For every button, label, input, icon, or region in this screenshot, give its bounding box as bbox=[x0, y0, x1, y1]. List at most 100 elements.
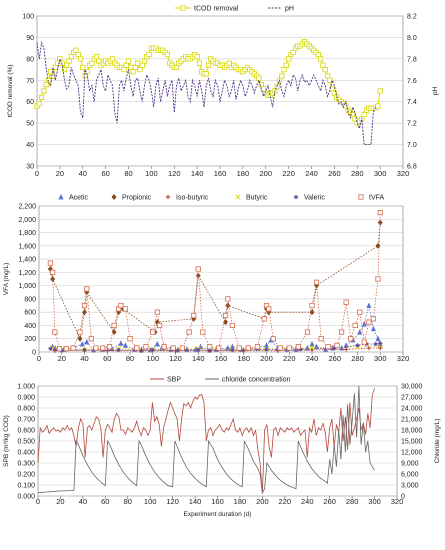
data-point bbox=[318, 56, 324, 62]
x-tick-label: 140 bbox=[189, 497, 202, 506]
y-tick-label: 40 bbox=[26, 142, 34, 149]
y-right-tick-label: 27,000 bbox=[401, 395, 423, 402]
y-tick-label: 60 bbox=[26, 99, 34, 106]
y-tick-label: 90 bbox=[26, 35, 34, 42]
data-point bbox=[154, 340, 160, 347]
x-tick-label: 60 bbox=[101, 497, 109, 506]
x-tick-label: 280 bbox=[346, 497, 359, 506]
data-point bbox=[121, 66, 127, 73]
x-tick-label: 300 bbox=[374, 354, 387, 363]
data-point bbox=[143, 344, 149, 350]
data-point bbox=[130, 69, 136, 75]
data-point bbox=[125, 58, 132, 64]
data-point bbox=[118, 340, 124, 346]
y-tick-label: 0.300 bbox=[17, 461, 35, 468]
x-tick-label: 280 bbox=[351, 354, 364, 363]
y-axis-title: VFA (mg/L) bbox=[3, 263, 10, 296]
x-tick-label: 40 bbox=[79, 497, 87, 506]
data-point bbox=[132, 64, 138, 71]
data-point bbox=[161, 344, 167, 350]
y-right-tick-label: 0 bbox=[401, 494, 405, 501]
legend-label: Acetic bbox=[69, 195, 89, 202]
y-tick-label: 50 bbox=[26, 121, 34, 128]
data-point bbox=[200, 329, 206, 335]
data-point bbox=[216, 345, 222, 351]
y-tick-label: 1,600 bbox=[18, 243, 36, 250]
y-right-tick-label: 7.0 bbox=[407, 142, 417, 149]
y-tick-label: 0.600 bbox=[17, 428, 35, 435]
data-point bbox=[84, 338, 90, 345]
legend-label: pH bbox=[285, 6, 294, 13]
x-tick-label: 220 bbox=[283, 354, 296, 363]
x-tick-label: 320 bbox=[397, 169, 410, 178]
y-tick-label: 200 bbox=[24, 336, 36, 343]
x-tick-label: 160 bbox=[215, 354, 228, 363]
x-tick-label: 100 bbox=[146, 354, 159, 363]
legend-marker bbox=[111, 193, 117, 201]
x-tick-label: 140 bbox=[191, 169, 204, 178]
data-point bbox=[241, 348, 246, 353]
data-point bbox=[361, 339, 367, 345]
x-tick-label: 100 bbox=[144, 497, 157, 506]
data-point bbox=[377, 88, 383, 94]
y-right-axis-title: Chloride (mg/L) bbox=[434, 419, 441, 464]
x-tick-label: 60 bbox=[101, 169, 109, 178]
x-tick-label: 180 bbox=[237, 354, 250, 363]
x-tick-label: 60 bbox=[103, 354, 111, 363]
x-tick-label: 240 bbox=[305, 169, 318, 178]
data-point bbox=[357, 328, 363, 335]
data-point bbox=[266, 306, 272, 312]
data-point bbox=[361, 111, 367, 118]
y-tick-label: 1.000 bbox=[17, 384, 35, 391]
data-point bbox=[348, 336, 354, 342]
data-point bbox=[205, 62, 212, 68]
legend-marker bbox=[58, 193, 64, 200]
data-point bbox=[324, 73, 331, 79]
data-point bbox=[73, 47, 79, 53]
data-point bbox=[154, 309, 160, 315]
data-point bbox=[36, 101, 42, 107]
data-point bbox=[286, 345, 292, 351]
x-tick-label: 300 bbox=[374, 169, 387, 178]
data-point bbox=[366, 319, 372, 325]
panel-vfa: 02004006008001,0001,2001,4001,6001,8002,… bbox=[3, 193, 409, 363]
y-right-tick-label: 18,000 bbox=[401, 428, 423, 435]
data-point bbox=[111, 322, 117, 329]
x-tick-label: 140 bbox=[192, 354, 205, 363]
data-point bbox=[135, 60, 141, 66]
y-tick-label: 2,200 bbox=[18, 204, 36, 211]
y-right-tick-label: 21,000 bbox=[401, 417, 423, 424]
data-point bbox=[88, 336, 94, 342]
data-point bbox=[226, 60, 232, 66]
y-tick-label: 0.900 bbox=[17, 395, 35, 402]
data-point bbox=[70, 345, 76, 351]
data-point bbox=[63, 346, 69, 352]
panel-spb-chloride: 0.000 0.100 0.200 0.300 0.400 0.500 0.600 0.700… bbox=[3, 377, 441, 519]
data-point bbox=[127, 336, 133, 342]
y-right-tick-label: 3,000 bbox=[401, 483, 419, 490]
data-point bbox=[50, 269, 56, 275]
series-line-5 bbox=[50, 212, 381, 350]
data-point bbox=[318, 336, 324, 342]
data-point bbox=[150, 347, 155, 353]
data-point bbox=[230, 347, 235, 353]
data-point bbox=[47, 260, 53, 266]
series-line-1 bbox=[37, 385, 375, 494]
data-point bbox=[377, 210, 383, 216]
data-point bbox=[164, 51, 170, 58]
data-point bbox=[122, 306, 129, 312]
data-point bbox=[225, 302, 231, 309]
data-point bbox=[352, 322, 358, 329]
data-point bbox=[203, 71, 209, 77]
y-right-tick-label: 12,000 bbox=[401, 450, 423, 457]
y-tick-label: 600 bbox=[24, 310, 36, 317]
y-tick-label: 400 bbox=[24, 323, 36, 330]
data-point bbox=[96, 58, 102, 64]
data-point bbox=[77, 335, 83, 342]
x-tick-label: 120 bbox=[169, 354, 182, 363]
data-point bbox=[236, 345, 242, 351]
data-point bbox=[146, 51, 152, 58]
legend-label: chloride concentration bbox=[222, 377, 291, 384]
plot-frame bbox=[38, 205, 404, 353]
